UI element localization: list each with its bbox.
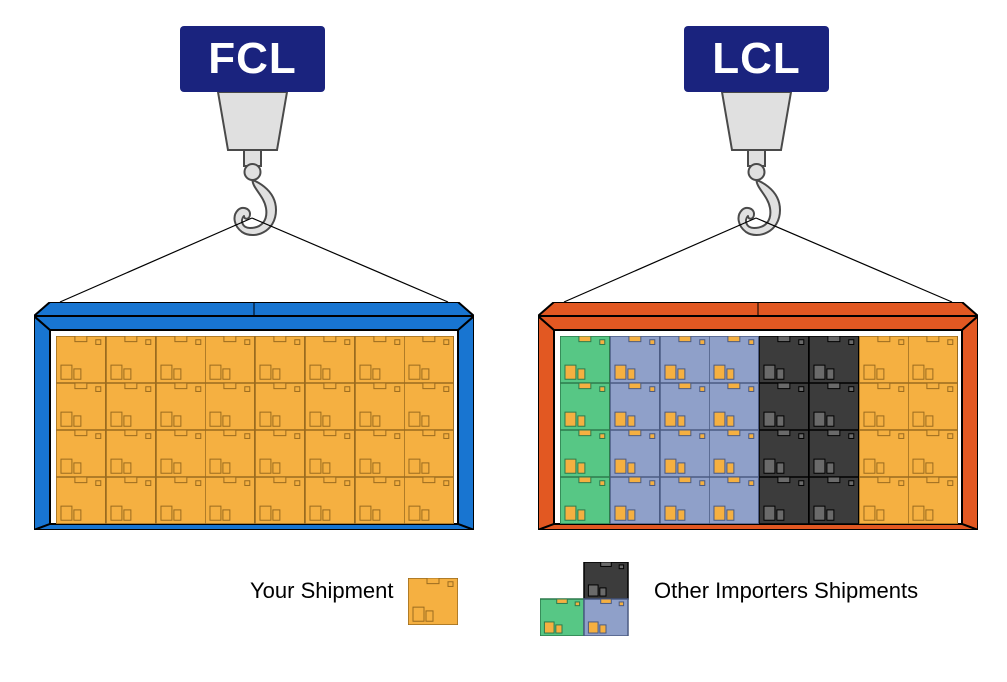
- cargo-box: [404, 477, 454, 524]
- cargo-box: [355, 430, 405, 477]
- cargo-box: [205, 383, 255, 430]
- cargo-box: [610, 477, 660, 524]
- lcl-label-text: LCL: [712, 34, 801, 84]
- legend-your-shipment-text: Your Shipment: [250, 578, 394, 604]
- lcl-container: [538, 302, 978, 530]
- fcl-label-box: FCL: [180, 26, 325, 92]
- fcl-hook-icon: [210, 92, 295, 240]
- fcl-column: FCL: [0, 0, 503, 560]
- legend-other-swatches: [540, 562, 640, 636]
- cargo-box: [709, 477, 759, 524]
- lcl-column: LCL: [504, 0, 1007, 560]
- cargo-box: [205, 430, 255, 477]
- cargo-box: [156, 336, 206, 383]
- cargo-box: [156, 477, 206, 524]
- cargo-box: [255, 336, 305, 383]
- fcl-boxes-grid: [56, 336, 454, 524]
- cargo-box: [908, 430, 958, 477]
- cargo-box: [908, 477, 958, 524]
- diagram-stage: FCL: [0, 0, 1007, 682]
- cargo-box: [610, 383, 660, 430]
- cargo-box: [908, 383, 958, 430]
- cargo-box: [106, 336, 156, 383]
- legend: Your Shipment: [0, 560, 1007, 670]
- cargo-box: [759, 477, 809, 524]
- cargo-box: [56, 336, 106, 383]
- cargo-box: [305, 477, 355, 524]
- lcl-label-box: LCL: [684, 26, 829, 92]
- cargo-box: [404, 383, 454, 430]
- cargo-box: [709, 336, 759, 383]
- fcl-label-text: FCL: [208, 34, 297, 84]
- cargo-box: [560, 477, 610, 524]
- cargo-box: [355, 477, 405, 524]
- cargo-box: [809, 383, 859, 430]
- cargo-box: [809, 336, 859, 383]
- cargo-box: [660, 383, 710, 430]
- legend-your-swatch: [408, 578, 458, 625]
- cargo-box: [809, 477, 859, 524]
- cargo-box: [560, 336, 610, 383]
- cargo-box: [709, 430, 759, 477]
- cargo-box: [305, 383, 355, 430]
- cargo-box: [355, 383, 405, 430]
- lcl-hook-icon: [714, 92, 799, 240]
- cargo-box: [305, 336, 355, 383]
- fcl-container: [34, 302, 474, 530]
- cargo-box: [759, 336, 809, 383]
- cargo-box: [859, 477, 909, 524]
- cargo-box: [610, 336, 660, 383]
- cargo-box: [859, 383, 909, 430]
- cargo-box: [809, 430, 859, 477]
- cargo-box: [859, 336, 909, 383]
- cargo-box: [255, 477, 305, 524]
- cargo-box: [660, 336, 710, 383]
- cargo-box: [156, 383, 206, 430]
- cargo-box: [908, 336, 958, 383]
- lcl-boxes-grid: [560, 336, 958, 524]
- cargo-box: [56, 430, 106, 477]
- cargo-box: [610, 430, 660, 477]
- cargo-box: [404, 430, 454, 477]
- cargo-box: [56, 383, 106, 430]
- legend-other-shipments-text: Other Importers Shipments: [654, 578, 918, 604]
- cargo-box: [709, 383, 759, 430]
- cargo-box: [255, 383, 305, 430]
- cargo-box: [56, 477, 106, 524]
- cargo-box: [106, 383, 156, 430]
- cargo-box: [106, 477, 156, 524]
- cargo-box: [106, 430, 156, 477]
- cargo-box: [660, 477, 710, 524]
- cargo-box: [759, 430, 809, 477]
- cargo-box: [660, 430, 710, 477]
- cargo-box: [156, 430, 206, 477]
- cargo-box: [255, 430, 305, 477]
- cargo-box: [859, 430, 909, 477]
- cargo-box: [305, 430, 355, 477]
- cargo-box: [205, 336, 255, 383]
- cargo-box: [404, 336, 454, 383]
- cargo-box: [355, 336, 405, 383]
- cargo-box: [560, 383, 610, 430]
- cargo-box: [759, 383, 809, 430]
- cargo-box: [205, 477, 255, 524]
- cargo-box: [560, 430, 610, 477]
